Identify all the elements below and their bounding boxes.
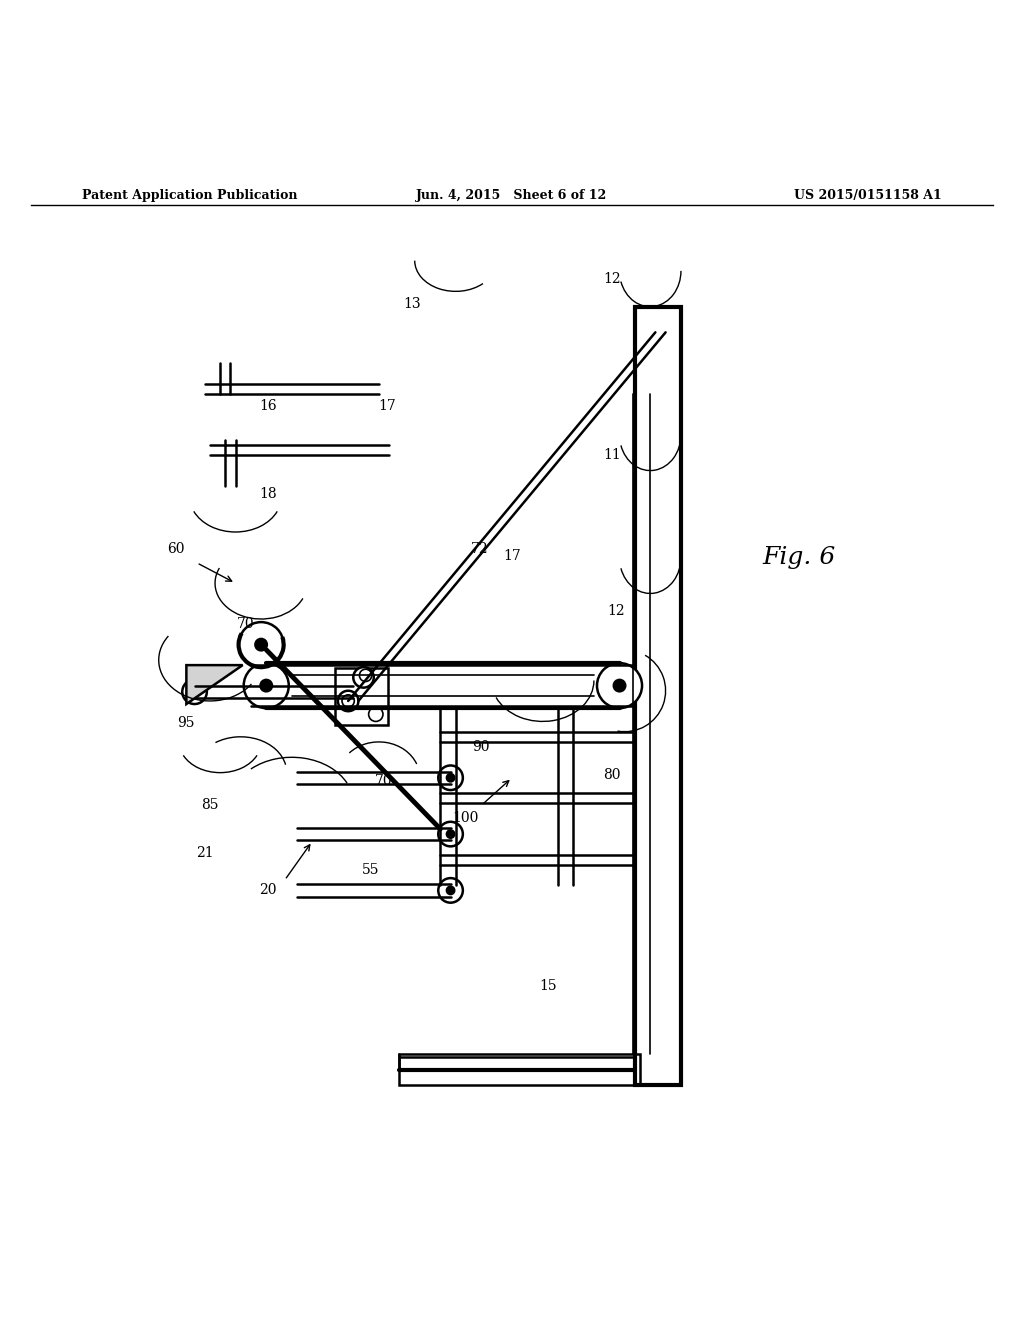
- Text: 80: 80: [603, 768, 622, 781]
- Text: 18: 18: [259, 487, 278, 502]
- Text: 17: 17: [503, 549, 521, 562]
- Text: 13: 13: [402, 297, 421, 310]
- Text: 72: 72: [470, 543, 488, 557]
- Circle shape: [613, 680, 626, 692]
- Circle shape: [338, 690, 358, 711]
- Circle shape: [369, 708, 383, 722]
- Text: Patent Application Publication: Patent Application Publication: [82, 189, 297, 202]
- Text: 17: 17: [378, 399, 396, 413]
- Text: 95: 95: [177, 717, 196, 730]
- Circle shape: [342, 694, 354, 708]
- Text: Fig. 6: Fig. 6: [762, 546, 836, 569]
- Text: 70: 70: [237, 618, 255, 631]
- Text: 12: 12: [607, 603, 626, 618]
- Text: 21: 21: [196, 846, 214, 859]
- Circle shape: [244, 663, 289, 708]
- Circle shape: [255, 639, 267, 651]
- Text: 60: 60: [167, 543, 185, 557]
- Circle shape: [446, 830, 455, 838]
- Text: 15: 15: [539, 978, 557, 993]
- Circle shape: [438, 766, 463, 791]
- Text: 85: 85: [201, 799, 219, 812]
- Text: 20: 20: [259, 883, 278, 898]
- Text: US 2015/0151158 A1: US 2015/0151158 A1: [795, 189, 942, 202]
- Text: Jun. 4, 2015   Sheet 6 of 12: Jun. 4, 2015 Sheet 6 of 12: [417, 189, 607, 202]
- Text: 11: 11: [603, 449, 622, 462]
- Circle shape: [182, 680, 207, 704]
- Polygon shape: [186, 665, 243, 704]
- Circle shape: [239, 622, 284, 667]
- Text: 70: 70: [375, 774, 393, 788]
- Circle shape: [438, 822, 463, 846]
- Text: 16: 16: [259, 399, 278, 413]
- Circle shape: [446, 886, 455, 895]
- Circle shape: [446, 774, 455, 781]
- Circle shape: [597, 663, 642, 708]
- Text: 12: 12: [603, 272, 622, 286]
- Circle shape: [353, 667, 374, 688]
- Text: 90: 90: [472, 741, 490, 754]
- Text: 100: 100: [453, 810, 479, 825]
- Circle shape: [438, 878, 463, 903]
- Text: 55: 55: [361, 863, 380, 876]
- Polygon shape: [335, 668, 388, 725]
- Circle shape: [260, 680, 272, 692]
- Circle shape: [359, 669, 372, 681]
